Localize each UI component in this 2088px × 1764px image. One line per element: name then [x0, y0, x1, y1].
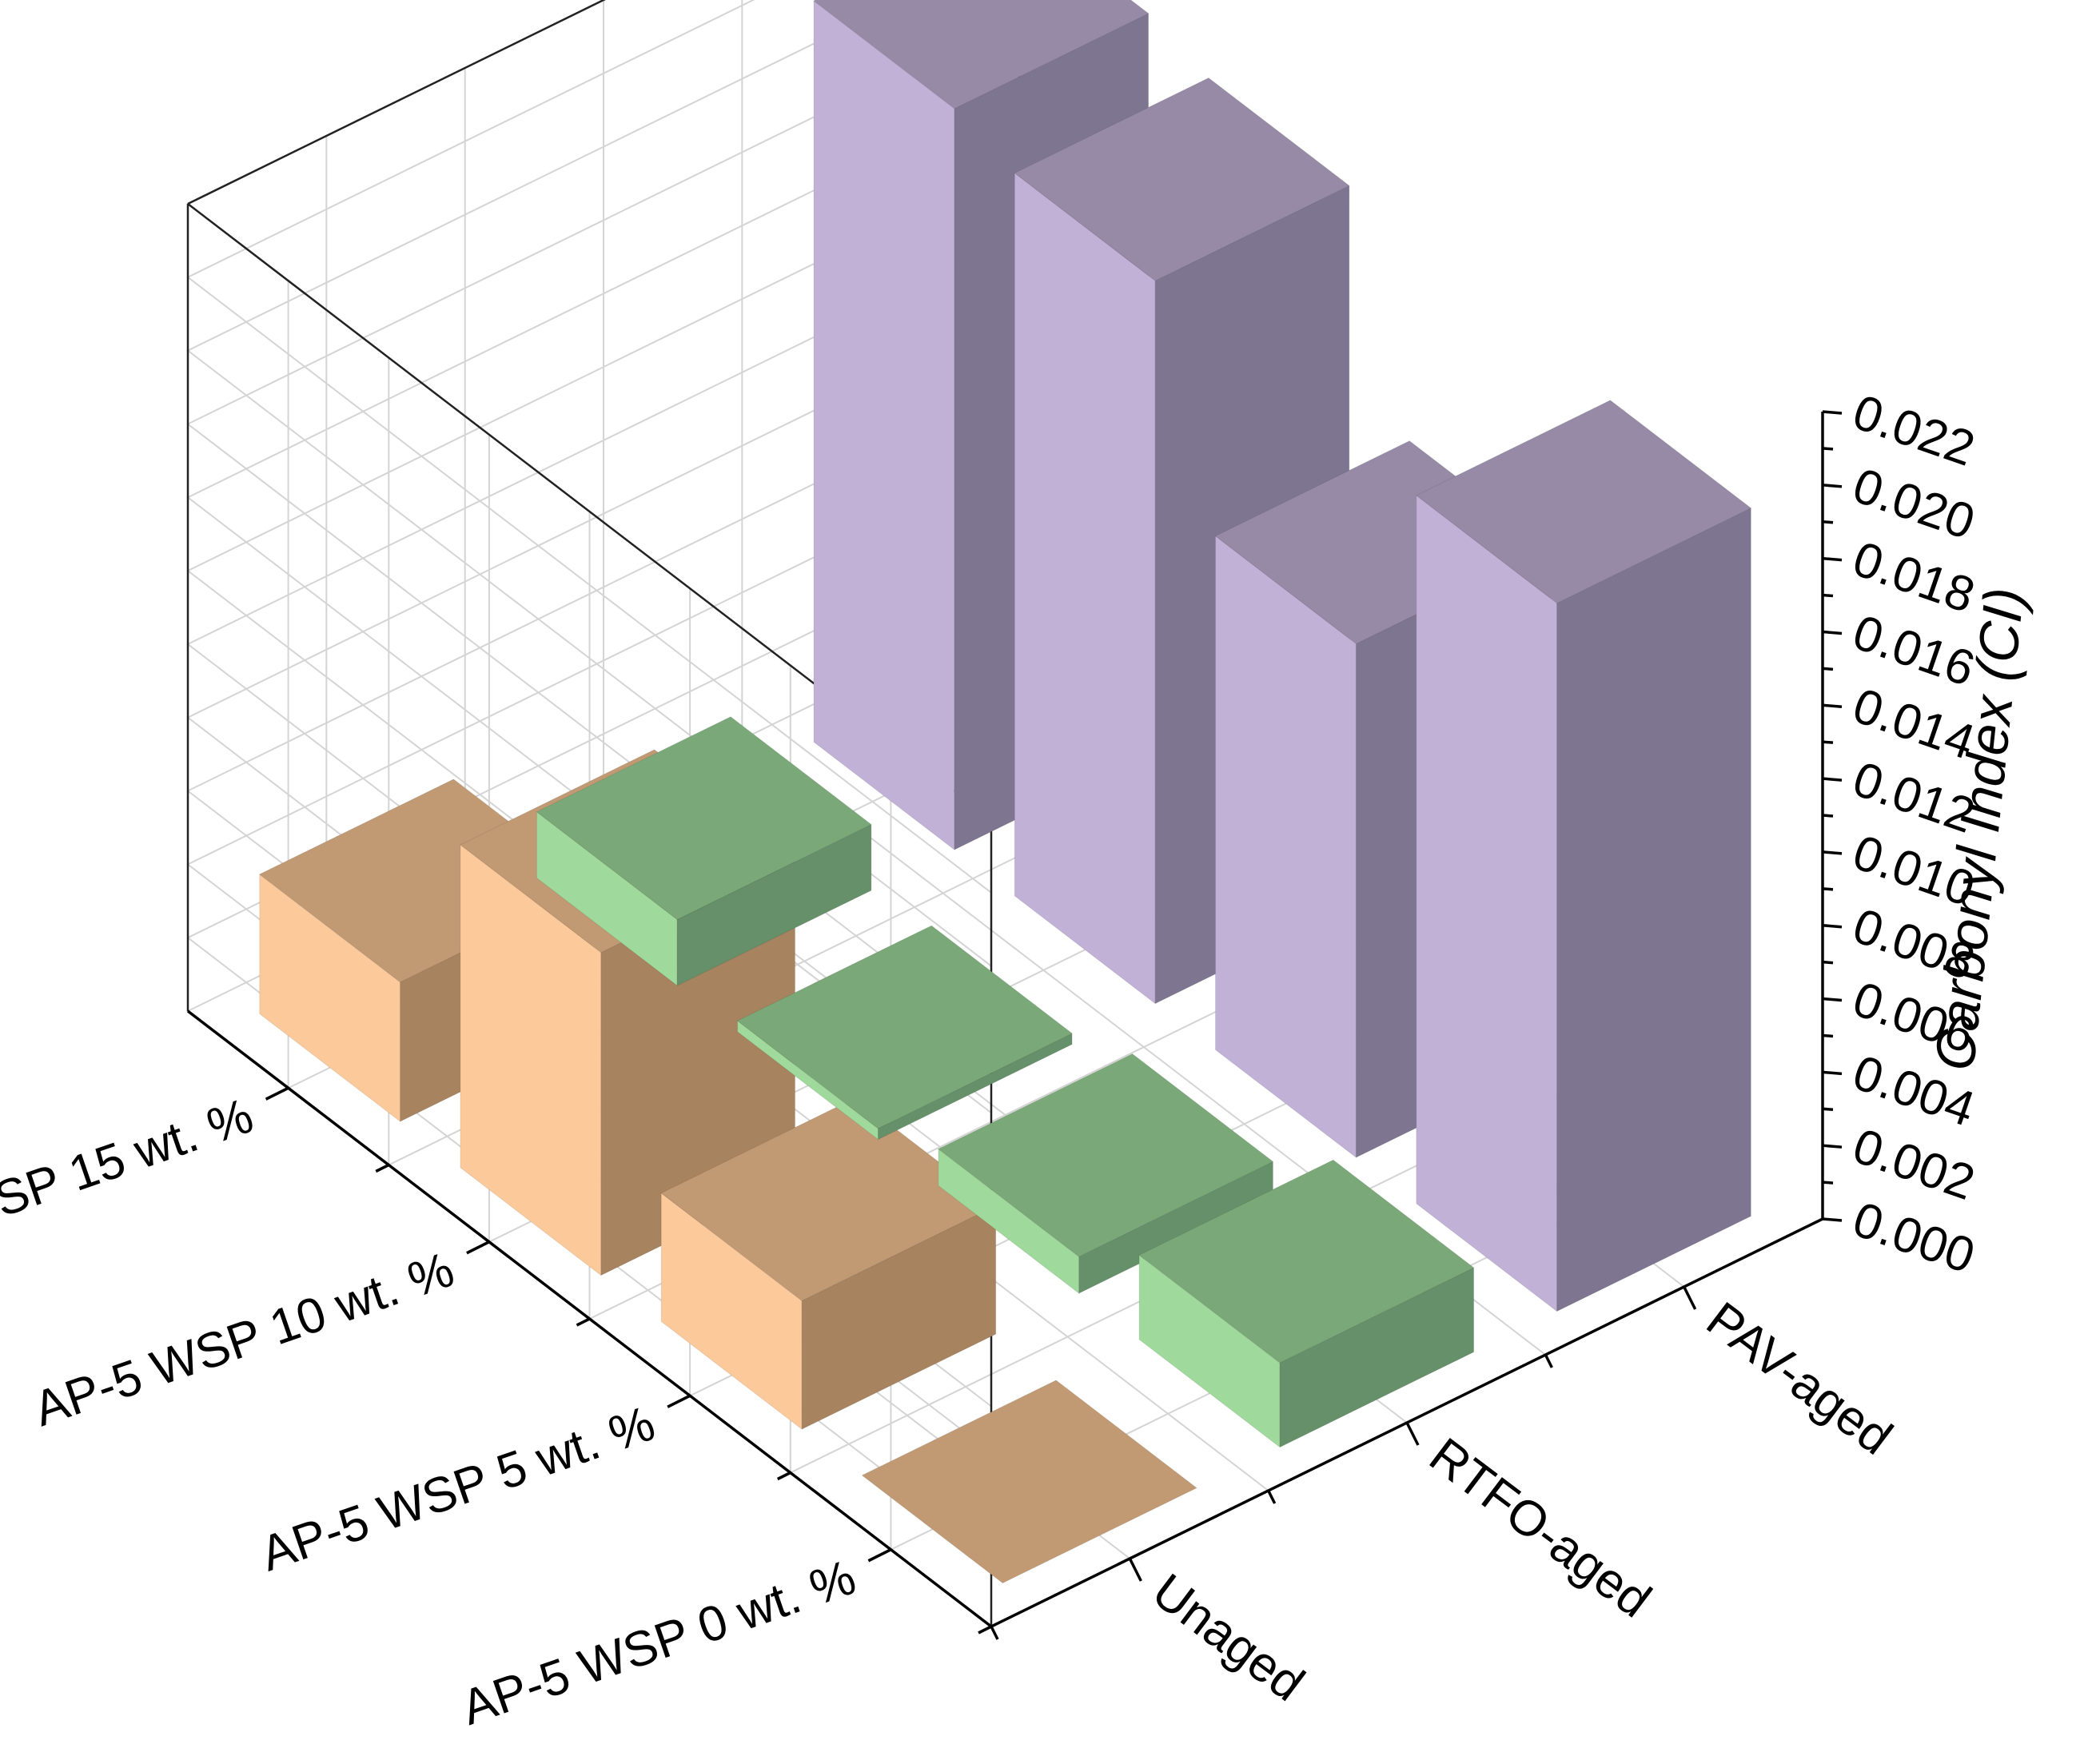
z-tick: [1822, 1144, 1843, 1149]
bar-front-face: [813, 0, 955, 851]
bar-top-face: [1415, 400, 1752, 604]
z-minor-tick: [1822, 667, 1834, 671]
y-tick-label: AP-5 WSP 0 wt. %: [455, 1550, 863, 1736]
z-tick: [1822, 630, 1843, 635]
z-minor-tick: [1822, 447, 1834, 451]
bar-front-face: [1416, 494, 1558, 1312]
y-tick-label: AP-5 WSP 15 wt. %: [0, 1088, 260, 1283]
y-tick: [667, 1394, 691, 1408]
x-tick-label: Unaged: [1142, 1563, 1314, 1712]
y-minor-tick: [375, 1163, 390, 1173]
z-tick: [1822, 923, 1843, 929]
y-minor-tick: [776, 1471, 791, 1481]
y-tick: [867, 1548, 892, 1563]
z-tick: [1822, 556, 1843, 562]
z-tick: [1822, 703, 1843, 709]
z-minor-tick: [1822, 520, 1834, 524]
y-minor-tick: [576, 1317, 591, 1327]
y-tick-label: AP-5 WSP 5 wt. %: [254, 1396, 662, 1582]
bar-unaged-0: [861, 1380, 1197, 1584]
bar-rtfo-aged-0: [1138, 1159, 1475, 1448]
bar-rtfo-aged-3: [536, 716, 872, 987]
z-minor-tick: [1822, 814, 1834, 818]
y-tick-label: AP-5 WSP 10 wt. %: [27, 1242, 461, 1437]
x-tick-label: PAV-aged: [1696, 1292, 1902, 1466]
z-tick: [1822, 484, 1843, 488]
y-tick: [466, 1240, 490, 1255]
x-tick: [1683, 1286, 1697, 1310]
z-tick: [1822, 997, 1843, 1002]
bar-rtfo-aged-2: [736, 925, 1074, 1141]
frame-line: [187, 0, 606, 205]
x-minor-tick: [1544, 1354, 1553, 1368]
x-tick: [1128, 1558, 1142, 1582]
bar-top-face: [1138, 1159, 1475, 1364]
z-tick: [1822, 850, 1843, 855]
x-tick-label: RTFO-aged: [1420, 1428, 1661, 1628]
bar-top-face: [861, 1380, 1197, 1584]
z-tick: [1822, 1070, 1843, 1076]
z-minor-tick: [1822, 1181, 1834, 1185]
z-tick: [1822, 410, 1843, 415]
x-minor-tick: [1267, 1490, 1277, 1504]
bar-front-face: [1014, 172, 1156, 1005]
bar-top-face: [937, 1053, 1274, 1257]
z-minor-tick: [1822, 1033, 1834, 1038]
y-minor-tick: [978, 1625, 992, 1635]
z-minor-tick: [1822, 960, 1834, 965]
bar-rtfo-aged-1: [937, 1053, 1274, 1295]
bar-top-face: [813, 0, 1150, 110]
bar-pav-aged-0: [1415, 400, 1752, 1312]
z-minor-tick: [1822, 887, 1834, 891]
z-minor-tick: [1822, 740, 1834, 744]
x-minor-tick: [990, 1626, 999, 1640]
bars: [258, 0, 1752, 1584]
bar-top-face: [1014, 77, 1350, 281]
x-tick: [1405, 1422, 1420, 1446]
z-tick: [1822, 1217, 1843, 1222]
bar-top-face: [736, 925, 1074, 1129]
bar-front-face: [1215, 535, 1357, 1159]
bar-side-face: [1556, 507, 1751, 1312]
y-tick: [265, 1086, 289, 1101]
z-tick: [1822, 777, 1843, 782]
bar-top-face: [536, 716, 872, 921]
z-minor-tick: [1822, 593, 1834, 598]
